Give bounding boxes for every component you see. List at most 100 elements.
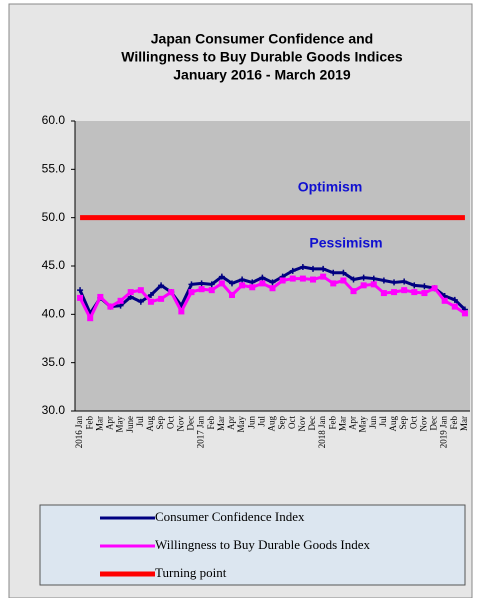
point-marker xyxy=(401,287,408,294)
point-marker xyxy=(127,289,134,296)
point-marker xyxy=(391,279,398,286)
point-marker xyxy=(117,297,124,304)
x-tick-label: Jul xyxy=(256,416,266,427)
point-marker xyxy=(330,280,337,287)
point-marker xyxy=(269,285,276,292)
legend-label: Consumer Confidence Index xyxy=(155,509,305,524)
x-tick-label: Apr xyxy=(348,416,358,430)
point-marker xyxy=(461,310,468,317)
x-tick-label: Feb xyxy=(84,416,94,430)
point-marker xyxy=(310,265,317,272)
y-tick-label: 60.0 xyxy=(42,113,66,127)
y-tick-label: 45.0 xyxy=(42,258,66,272)
x-tick-label: Oct xyxy=(165,416,175,429)
y-tick-label: 40.0 xyxy=(42,307,66,321)
x-tick-label: 2019 Jan xyxy=(439,416,449,449)
point-marker xyxy=(380,277,387,284)
point-marker xyxy=(411,282,418,289)
point-marker xyxy=(178,308,185,315)
x-tick-label: Oct xyxy=(408,416,418,429)
x-tick-label: June xyxy=(125,416,135,433)
point-marker xyxy=(218,273,225,280)
point-marker xyxy=(158,282,165,289)
point-marker xyxy=(421,283,428,290)
x-tick-label: Oct xyxy=(287,416,297,429)
x-tick-label: Jul xyxy=(378,416,388,427)
point-marker xyxy=(431,285,438,292)
point-marker xyxy=(451,296,458,303)
x-tick-label: Jun xyxy=(368,416,378,429)
point-marker xyxy=(411,289,418,296)
point-marker xyxy=(208,281,215,288)
point-marker xyxy=(370,275,377,282)
x-tick-label: Jun xyxy=(246,416,256,429)
point-marker xyxy=(330,269,337,276)
point-marker xyxy=(77,294,84,301)
x-tick-label: Aug xyxy=(388,416,398,432)
point-marker xyxy=(320,265,327,272)
point-marker xyxy=(279,277,286,284)
point-marker xyxy=(239,276,246,283)
x-tick-label: Sep xyxy=(155,416,165,430)
point-marker xyxy=(360,282,367,289)
x-tick-label: Nov xyxy=(175,416,185,432)
x-tick-label: Sep xyxy=(398,416,408,430)
point-marker xyxy=(441,297,448,304)
x-tick-label: Mar xyxy=(94,416,104,431)
x-tick-label: Mar xyxy=(216,416,226,431)
x-tick-label: 2017 Jan xyxy=(196,416,206,449)
point-marker xyxy=(137,287,144,294)
plot-area xyxy=(75,121,470,411)
point-marker xyxy=(147,298,154,305)
x-tick-label: Jul xyxy=(135,416,145,427)
point-marker xyxy=(340,277,347,284)
point-marker xyxy=(87,315,94,322)
point-marker xyxy=(360,274,367,281)
legend-label: Turning point xyxy=(155,565,227,580)
x-tick-label: Aug xyxy=(145,416,155,432)
point-marker xyxy=(249,284,256,291)
chart-title: Japan Consumer Confidence and xyxy=(151,31,373,47)
point-marker xyxy=(451,303,458,310)
annotation: Optimism xyxy=(298,179,363,195)
x-tick-label: Mar xyxy=(337,416,347,431)
y-tick-label: 50.0 xyxy=(42,210,66,224)
point-marker xyxy=(380,290,387,297)
point-marker xyxy=(198,280,205,287)
x-tick-label: Apr xyxy=(105,416,115,430)
point-marker xyxy=(198,286,205,293)
point-marker xyxy=(289,267,296,274)
x-tick-label: Sep xyxy=(277,416,287,430)
point-marker xyxy=(289,275,296,282)
x-tick-label: May xyxy=(236,416,246,433)
y-tick-label: 55.0 xyxy=(42,162,66,176)
legend-label: Willingness to Buy Durable Goods Index xyxy=(155,537,371,552)
x-tick-label: Feb xyxy=(206,416,216,430)
x-tick-label: Dec xyxy=(429,416,439,431)
point-marker xyxy=(208,287,215,294)
x-tick-label: Aug xyxy=(267,416,277,432)
x-tick-label: May xyxy=(115,416,125,433)
point-marker xyxy=(188,289,195,296)
point-marker xyxy=(228,280,235,287)
x-tick-label: Dec xyxy=(307,416,317,431)
chart-title: January 2016 - March 2019 xyxy=(173,67,351,83)
point-marker xyxy=(107,303,114,310)
point-marker xyxy=(370,281,377,288)
point-marker xyxy=(77,287,84,294)
point-marker xyxy=(239,282,246,289)
point-marker xyxy=(320,273,327,280)
point-marker xyxy=(147,292,154,298)
point-marker xyxy=(218,280,225,287)
x-tick-label: Feb xyxy=(449,416,459,430)
point-marker xyxy=(259,274,266,281)
x-tick-label: 2016 Jan xyxy=(74,416,84,449)
point-marker xyxy=(421,290,428,297)
point-marker xyxy=(391,289,398,296)
point-marker xyxy=(299,275,306,282)
annotation: Pessimism xyxy=(309,235,382,251)
x-tick-label: Feb xyxy=(327,416,337,430)
point-marker xyxy=(299,263,306,270)
point-marker xyxy=(228,292,235,298)
point-marker xyxy=(158,295,165,302)
